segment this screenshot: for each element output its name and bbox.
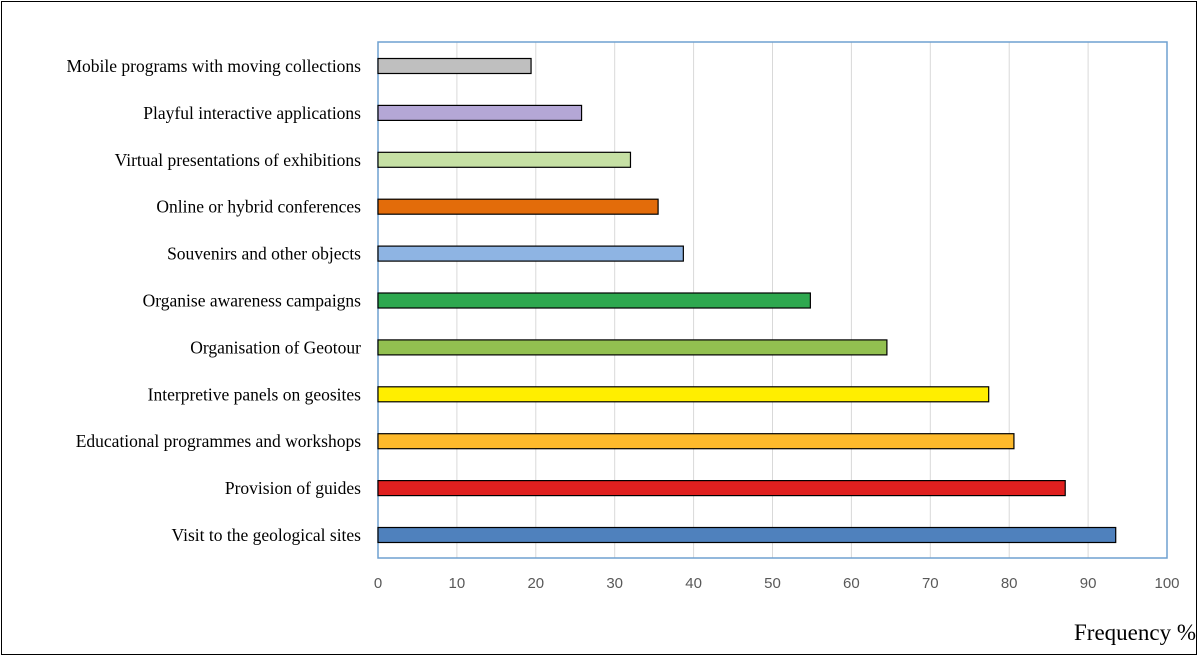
- x-tick-label: 10: [449, 575, 466, 592]
- category-label: Organisation of Geotour: [190, 337, 361, 357]
- category-label: Interpretive panels on geosites: [148, 384, 362, 404]
- bar: [377, 526, 1117, 544]
- x-tick-label: 30: [606, 575, 623, 592]
- category-labels: Mobile programs with moving collections P…: [66, 56, 361, 545]
- category-label: Online or hybrid conferences: [156, 197, 361, 217]
- bar: [377, 480, 1066, 497]
- bar: [377, 386, 990, 403]
- bar: [377, 339, 888, 356]
- bars: [377, 57, 1117, 544]
- bar: [377, 104, 583, 122]
- category-label: Mobile programs with moving collections: [66, 56, 361, 76]
- x-axis-title: Frequency %: [1074, 620, 1196, 645]
- bar: [377, 57, 532, 75]
- x-tick-labels: 0 10 20 30 40 50 60 70 80 90 100: [374, 575, 1180, 592]
- category-label: Educational programmes and workshops: [76, 431, 361, 451]
- x-tick-label: 90: [1080, 575, 1097, 592]
- bar: [377, 433, 1015, 450]
- category-label: Visit to the geological sites: [172, 525, 362, 545]
- x-tick-label: 80: [1001, 575, 1018, 592]
- bar: [377, 245, 684, 262]
- x-tick-label: 20: [527, 575, 544, 592]
- category-label: Souvenirs and other objects: [167, 244, 361, 264]
- x-tick-label: 100: [1154, 575, 1179, 592]
- x-tick-label: 70: [922, 575, 939, 592]
- bar: [377, 292, 811, 309]
- category-label: Provision of guides: [225, 478, 361, 498]
- category-label: Playful interactive applications: [143, 103, 361, 123]
- bar: [377, 151, 632, 168]
- category-label: Virtual presentations of exhibitions: [115, 150, 362, 170]
- x-tick-label: 60: [843, 575, 860, 592]
- category-label: Organise awareness campaigns: [143, 291, 362, 311]
- x-tick-label: 0: [374, 575, 382, 592]
- x-tick-label: 50: [764, 575, 781, 592]
- x-tick-label: 40: [685, 575, 702, 592]
- bar: [377, 198, 659, 215]
